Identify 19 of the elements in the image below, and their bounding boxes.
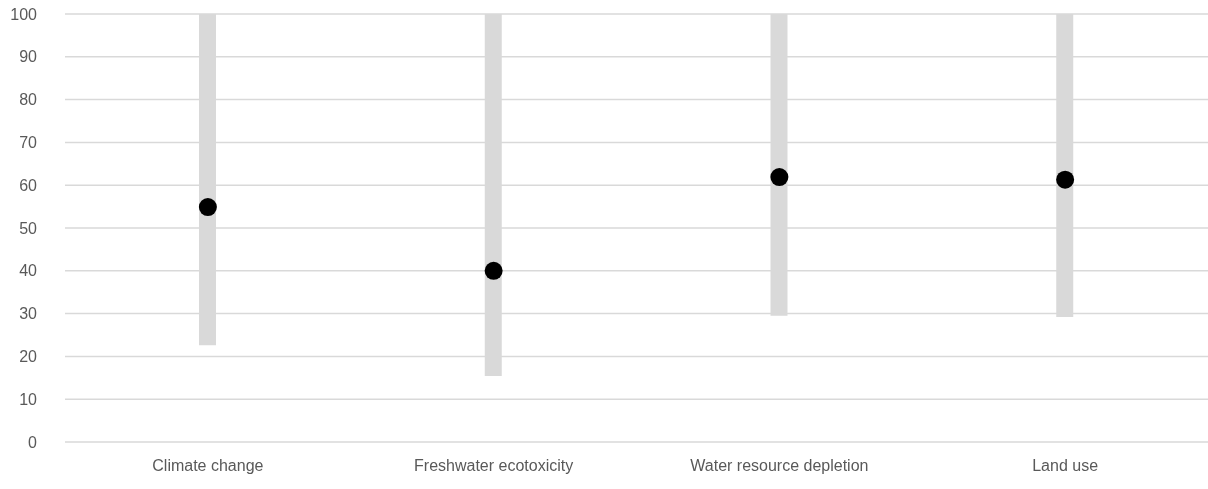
y-tick-label: 0: [28, 433, 38, 451]
x-tick-label: Freshwater ecotoxicity: [414, 457, 574, 475]
point: [484, 261, 503, 280]
y-tick-label: 40: [19, 262, 38, 280]
x-tick-label: Water resource depletion: [690, 457, 869, 475]
point: [198, 198, 217, 217]
point: [770, 168, 789, 187]
y-tick-label: 30: [19, 305, 38, 323]
x-tick-label: Climate change: [152, 457, 264, 475]
y-tick-label: 100: [10, 5, 38, 23]
y-tick-label: 50: [19, 219, 38, 237]
y-tick-label: 70: [19, 134, 38, 152]
y-tick-label: 90: [19, 48, 38, 66]
y-tick-label: 20: [19, 348, 38, 366]
y-tick-label: 60: [19, 176, 38, 194]
y-tick-label: 10: [19, 390, 38, 408]
y-tick-label: 80: [19, 91, 38, 109]
point: [1056, 170, 1075, 189]
x-tick-label: Land use: [1032, 457, 1099, 475]
